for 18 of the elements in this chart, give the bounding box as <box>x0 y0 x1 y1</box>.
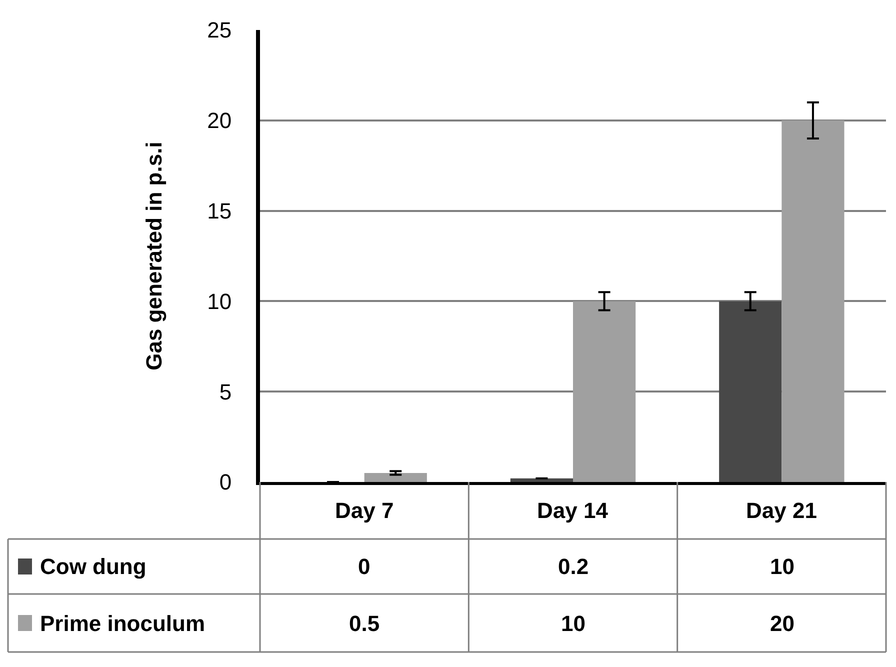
data-label: 10 <box>561 611 586 636</box>
x-tick-label: Day 14 <box>537 498 609 523</box>
y-tick-label: 20 <box>207 108 232 134</box>
x-tick-label: Day 21 <box>746 498 817 523</box>
y-tick-label: 10 <box>207 288 232 314</box>
legend-label: Prime inoculum <box>40 611 206 636</box>
y-tick-label: 0 <box>219 470 232 495</box>
y-axis-title: Gas generated in p.s.i <box>141 142 166 370</box>
y-tick-label: 25 <box>207 18 232 43</box>
data-label: 0.2 <box>558 554 589 579</box>
data-label: 10 <box>770 554 794 579</box>
data-label: 0.5 <box>349 611 380 636</box>
x-tick-label: Day 7 <box>335 498 394 523</box>
y-tick-label: 5 <box>219 379 232 404</box>
data-label: 0 <box>358 554 370 579</box>
data-label: 20 <box>770 611 794 636</box>
y-tick-label: 15 <box>207 198 232 224</box>
legend-label: Cow dung <box>40 554 146 579</box>
